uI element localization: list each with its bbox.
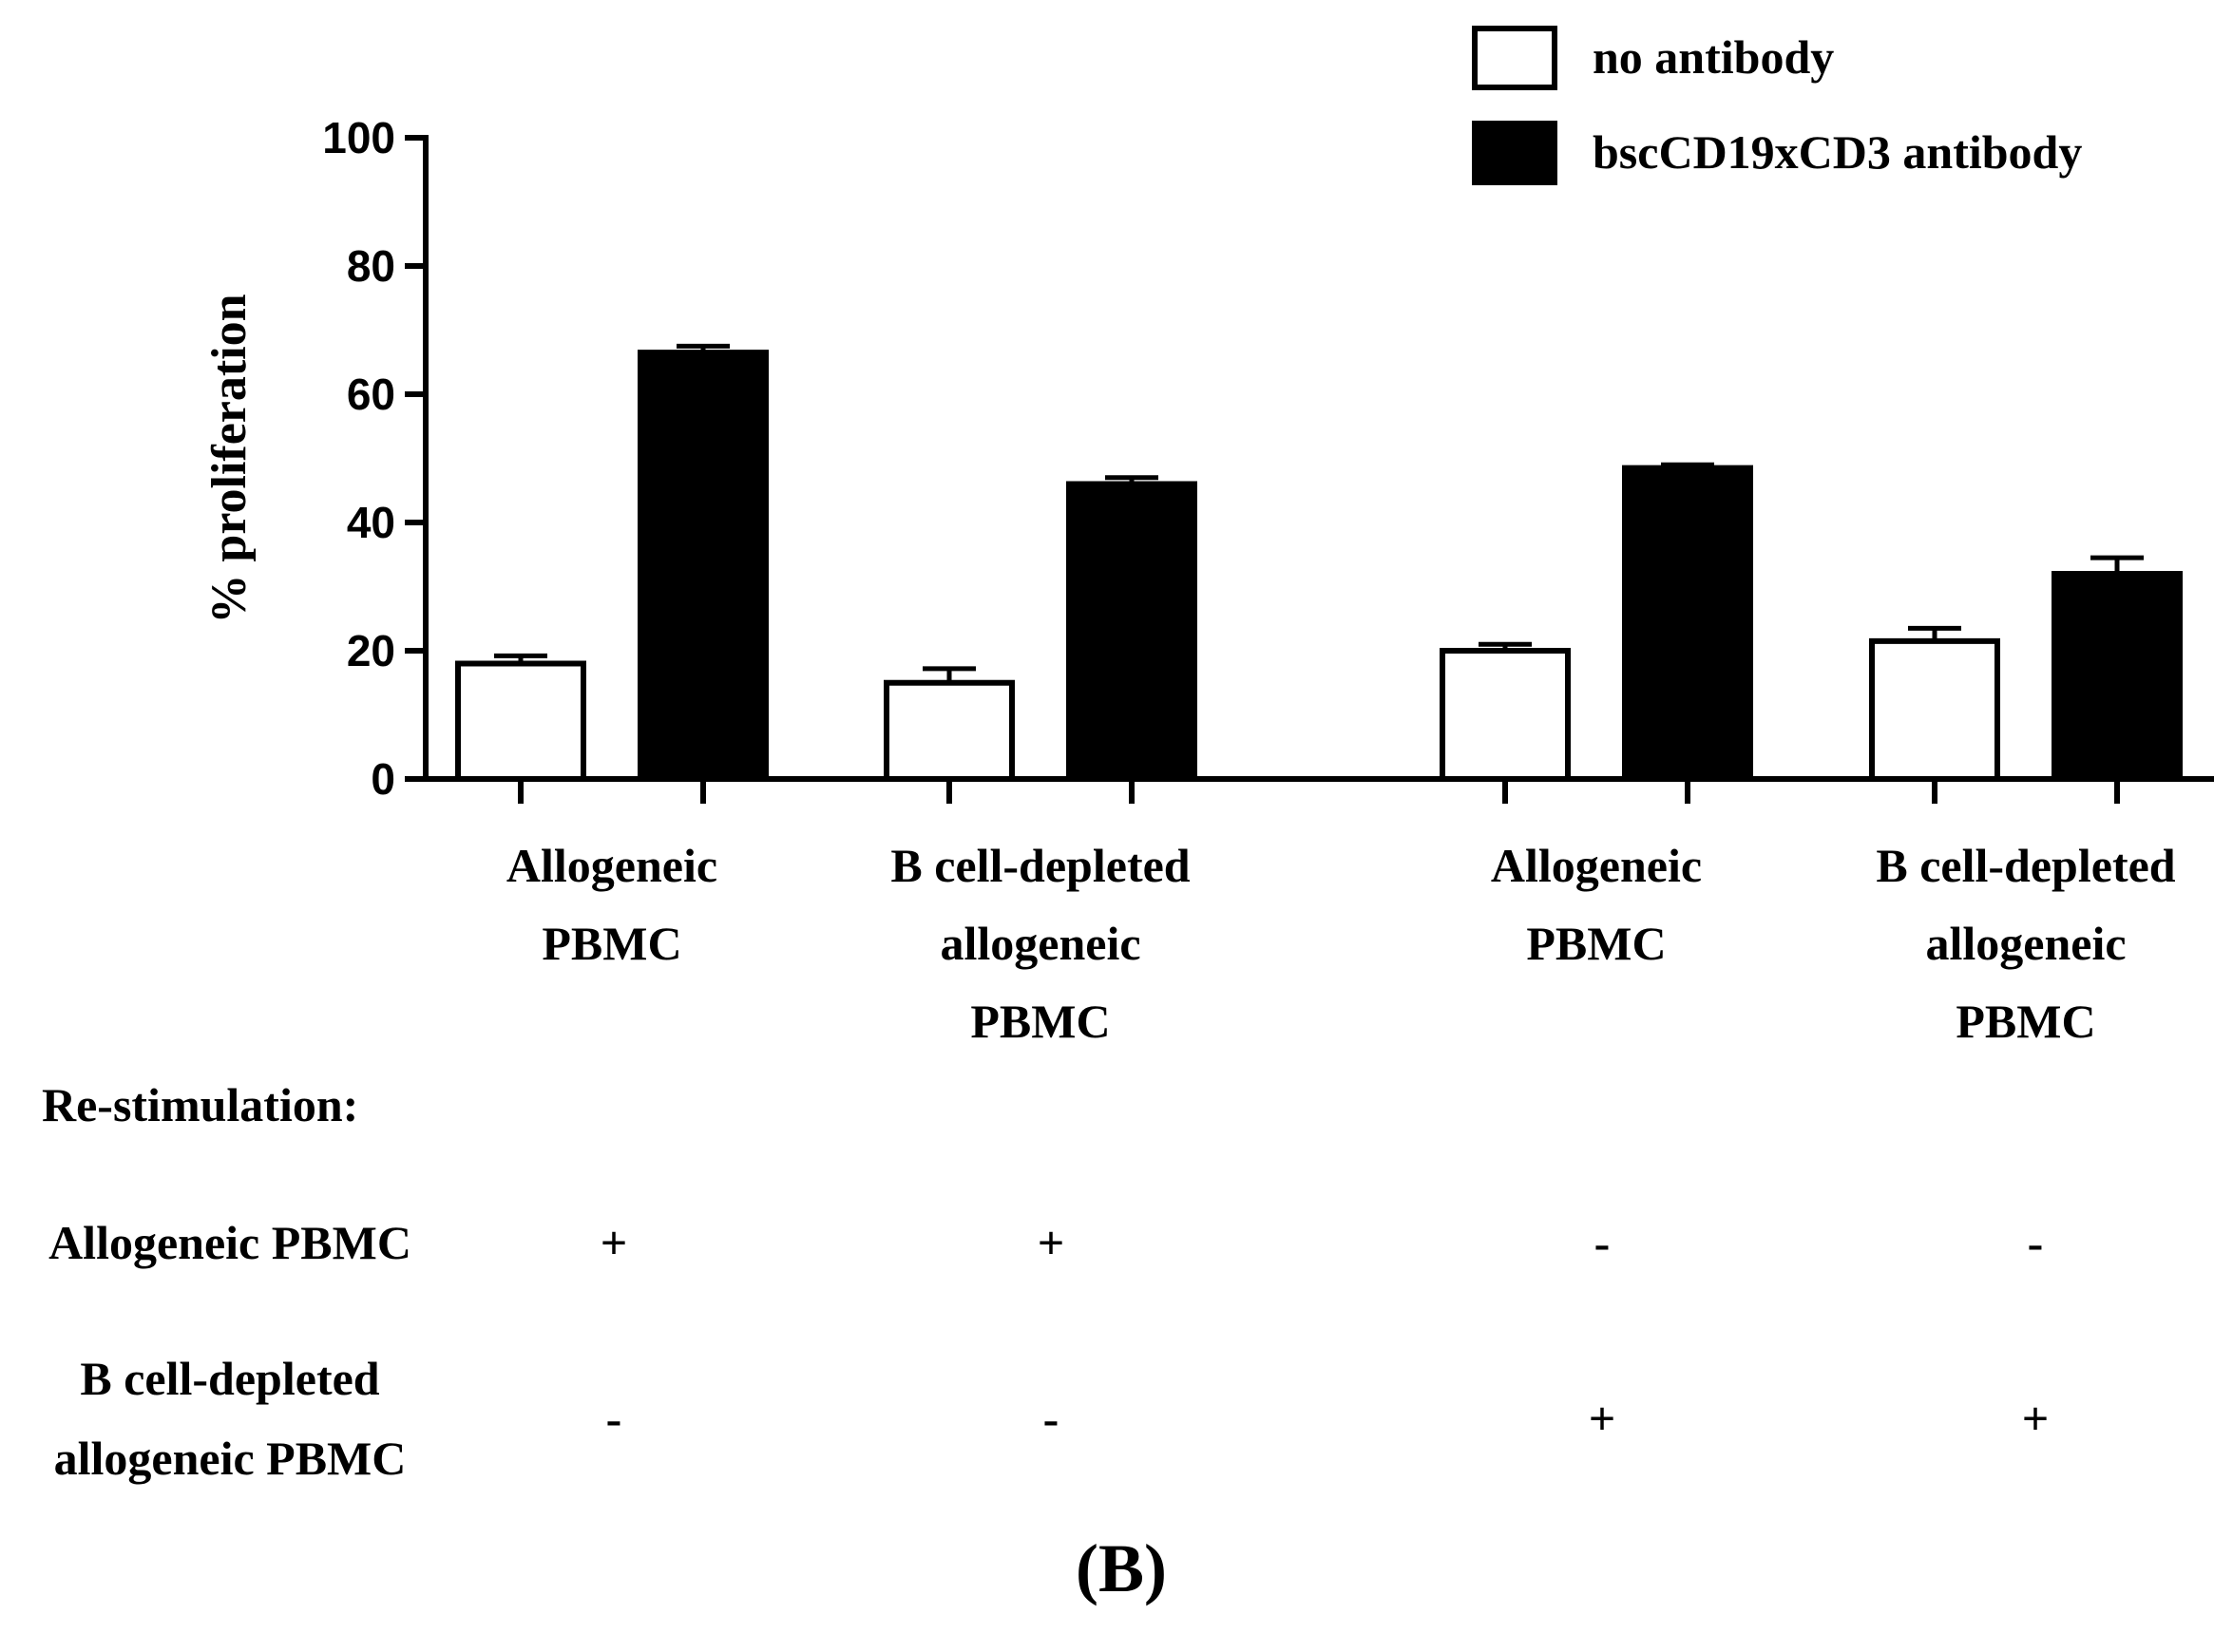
y-tick-label: 60 — [347, 370, 395, 419]
legend-label-2: bscCD19xCD3 antibody — [1593, 125, 2082, 179]
x-category-label-2: allogeneic — [940, 917, 1140, 970]
y-tick-label: 20 — [347, 626, 395, 675]
x-category-label-1: PBMC — [542, 917, 681, 970]
restim-value: + — [1038, 1216, 1065, 1269]
restim-value: - — [2028, 1216, 2044, 1269]
bar-no-antibody-group-1 — [455, 660, 586, 782]
bar-no-antibody-group-4 — [1869, 637, 2000, 782]
x-category-label-4: allogeneic — [1925, 917, 2126, 970]
restimulation-table: Re-stimulation: Allogeneic PBMC + + - - B cel… — [42, 1078, 2049, 1485]
restim-value: + — [2022, 1392, 2050, 1445]
restim-value: + — [601, 1216, 628, 1269]
x-tick-labels: Allogeneic PBMC B cell-depleted allogeneic P… — [506, 839, 2176, 1048]
x-category-label-1: Allogeneic — [506, 839, 717, 892]
x-category-label-4: PBMC — [1956, 995, 2095, 1048]
y-tick-label: 40 — [347, 498, 395, 547]
x-category-label-2: B cell-depleted — [890, 839, 1190, 892]
restim-row-label-2: allogeneic PBMC — [54, 1432, 407, 1485]
y-tick-label: 100 — [322, 113, 395, 162]
restim-value: - — [1043, 1392, 1059, 1445]
x-category-label-3: Allogeneic — [1491, 839, 1702, 892]
restim-value: - — [1594, 1216, 1611, 1269]
bar-no-antibody-group-2 — [884, 679, 1015, 782]
x-category-label-3: PBMC — [1526, 917, 1666, 970]
legend-label-1: no antibody — [1593, 30, 1834, 84]
legend-swatch-2 — [1472, 121, 1557, 185]
restim-row-label-1: Allogeneic PBMC — [48, 1216, 411, 1269]
legend: no antibody bscCD19xCD3 antibody — [1472, 26, 2082, 185]
legend-swatch-1 — [1472, 26, 1557, 90]
y-tick-labels: 0 20 40 60 80 100 — [322, 113, 395, 804]
bars — [455, 350, 2183, 782]
restimulation-heading: Re-stimulation: — [42, 1078, 358, 1131]
bar-no-antibody-group-3 — [1440, 648, 1571, 782]
bar-bscCD19xCD3-group-4 — [2052, 571, 2183, 782]
restim-value: + — [1589, 1392, 1616, 1445]
panel-label: (B) — [1076, 1530, 1167, 1606]
y-tick-label: 0 — [371, 754, 395, 804]
bar-bscCD19xCD3-group-3 — [1622, 465, 1753, 782]
y-axis-label: % proliferation — [202, 294, 257, 623]
x-category-label-4: B cell-depleted — [1876, 839, 2175, 892]
bar-bscCD19xCD3-group-1 — [638, 350, 769, 782]
x-category-label-2: PBMC — [970, 995, 1110, 1048]
y-tick-label: 80 — [347, 241, 395, 291]
restim-value: - — [606, 1392, 622, 1445]
axes — [405, 135, 2214, 804]
error-bars — [494, 343, 2144, 683]
restim-row-label-2: B cell-depleted — [80, 1352, 379, 1405]
bar-bscCD19xCD3-group-2 — [1066, 481, 1197, 782]
